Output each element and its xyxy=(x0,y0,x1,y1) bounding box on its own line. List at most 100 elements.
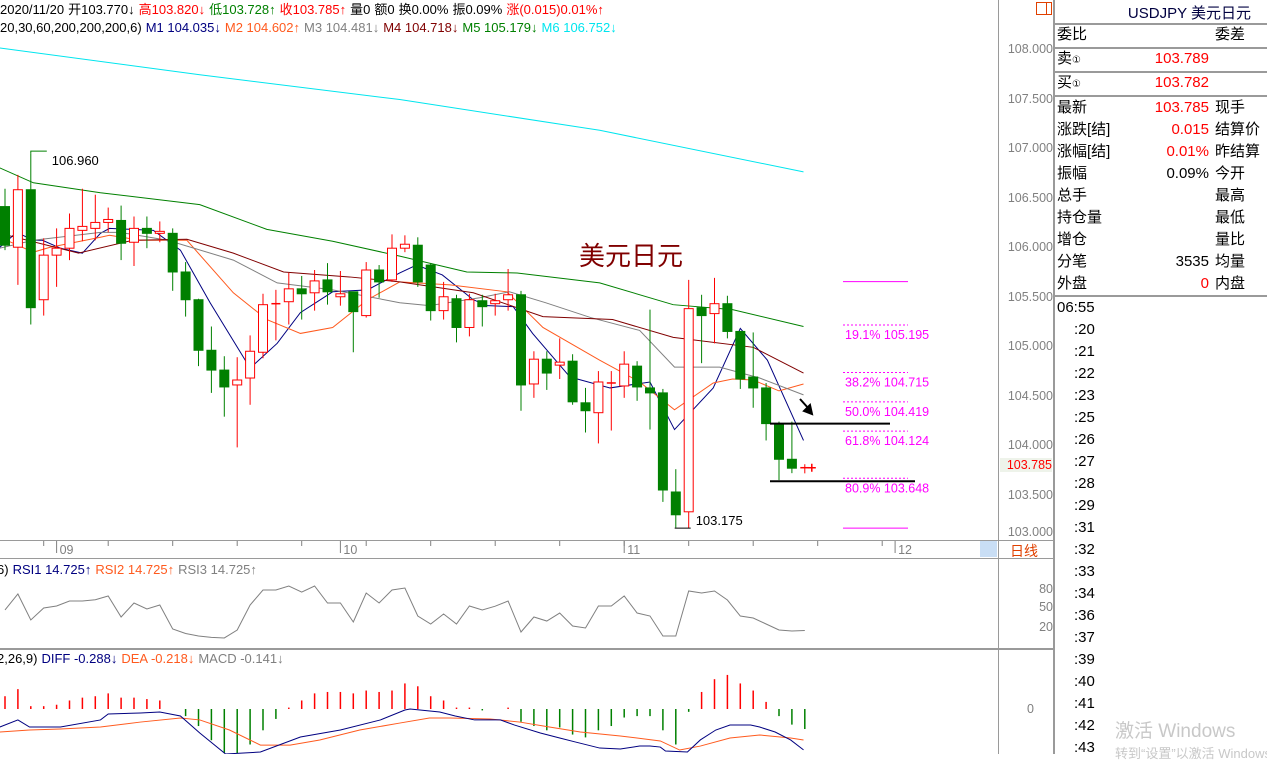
rsi-axis-20: 20 xyxy=(1039,620,1053,634)
candle-body xyxy=(361,269,372,317)
candle-body xyxy=(129,227,139,243)
candle-body xyxy=(645,387,655,394)
label: 振幅 xyxy=(1057,165,1088,182)
candle-body xyxy=(748,376,759,389)
candle xyxy=(528,351,539,398)
buy-price: 103.782 xyxy=(1154,74,1209,91)
candle-body xyxy=(64,227,75,249)
quote-row: 分笔 3535 均量 xyxy=(1055,251,1267,273)
label: 总手 xyxy=(1057,187,1088,204)
candle-body xyxy=(683,308,694,513)
candle-body xyxy=(245,350,256,379)
candle xyxy=(580,387,591,433)
legend-item: 20,30,60,200,200,200,6) xyxy=(0,20,142,35)
candle-body xyxy=(335,293,346,298)
legend-item: DIFF -0.288↓ xyxy=(41,651,118,666)
legend-item: 6) xyxy=(0,562,9,577)
candle-body xyxy=(451,298,462,328)
tick-time: :25 xyxy=(1074,409,1095,426)
legend-item: 额0 xyxy=(374,2,395,17)
candle xyxy=(374,265,385,298)
diff-line xyxy=(0,708,804,754)
candle-body xyxy=(786,458,797,469)
value: 103.785 xyxy=(1154,99,1209,116)
price-panel[interactable]: 106.960 103.175 19.1% 105.195 38.2% 104.715… xyxy=(0,47,929,529)
legend-item: 收103.785↑ xyxy=(279,2,347,17)
candle-body xyxy=(154,230,165,234)
candle-body xyxy=(90,221,101,229)
candle xyxy=(0,188,10,251)
tick-time: :20 xyxy=(1074,321,1095,338)
candle xyxy=(245,335,256,405)
rsi-line xyxy=(4,585,805,639)
candle xyxy=(296,275,307,320)
label: 委差 xyxy=(1215,26,1246,43)
candle-body xyxy=(348,291,359,313)
candle xyxy=(670,469,681,528)
candle-body xyxy=(167,232,178,273)
label: 卖① xyxy=(1057,50,1081,67)
rsi-panel[interactable] xyxy=(4,585,805,639)
divider xyxy=(0,558,1053,559)
period-label[interactable]: 日线 xyxy=(1010,543,1038,559)
label: 增仓 xyxy=(1057,231,1088,248)
price-tick-label: 106.500 xyxy=(1007,190,1053,205)
candle-body xyxy=(774,423,784,460)
label: 昨结算 xyxy=(1215,143,1261,160)
candle-body xyxy=(541,358,552,374)
candle-body xyxy=(25,189,36,309)
candle-body xyxy=(141,227,152,234)
ohlc-summary: 2020/11/20 开103.770↓ 高103.820↓ 低103.728↑ 收10… xyxy=(0,2,608,18)
quote-panel: USDJPY 美元日元 委比 委差 卖① 103.789 买① 103.782 … xyxy=(1055,0,1267,756)
candle-body xyxy=(412,244,423,283)
tick-time: :39 xyxy=(1074,651,1095,668)
candle xyxy=(748,332,759,408)
divider xyxy=(0,648,1053,650)
high-marker-line xyxy=(30,150,47,154)
price-tick-label: 104.000 xyxy=(1007,438,1053,453)
macd-panel[interactable] xyxy=(0,674,806,754)
candle xyxy=(477,294,488,327)
label: 最高 xyxy=(1215,187,1246,204)
candle xyxy=(774,421,784,481)
label: 结算价 xyxy=(1215,121,1261,138)
candle-body xyxy=(670,491,681,516)
arrow-annotation-icon xyxy=(799,398,814,416)
candle-body xyxy=(657,392,668,491)
tick-time: :28 xyxy=(1074,475,1095,492)
ma-line-m5 xyxy=(0,167,804,327)
legend-item: 量0 xyxy=(350,2,371,17)
quote-row: 涨跌[结] 0.015 结算价 xyxy=(1055,119,1267,141)
tick-time: :41 xyxy=(1074,695,1095,712)
tick-time: :22 xyxy=(1074,365,1095,382)
legend-item: 高103.820↓ xyxy=(138,2,206,17)
fib-level-label: 50.0% 104.419 xyxy=(845,405,929,419)
chart-canvas[interactable]: 106.960 103.175 19.1% 105.195 38.2% 104.715… xyxy=(0,0,998,754)
candle xyxy=(116,205,127,261)
layout-toggle-icon[interactable] xyxy=(1036,2,1052,15)
label: 量比 xyxy=(1215,231,1246,248)
candle xyxy=(490,293,501,316)
candle-body xyxy=(180,271,191,301)
candle-body xyxy=(632,365,643,388)
candle xyxy=(619,351,630,398)
candle xyxy=(322,263,333,305)
axis-divider xyxy=(998,0,999,754)
sell-row: 卖① 103.789 xyxy=(1055,48,1267,70)
candle-body xyxy=(399,243,410,249)
candle-body xyxy=(464,299,475,328)
value: 0.01% xyxy=(1166,143,1209,160)
candle-body xyxy=(528,358,539,385)
candle xyxy=(516,290,526,411)
timeline-scroll-handle[interactable] xyxy=(980,541,997,557)
tick-time: :26 xyxy=(1074,431,1095,448)
candle xyxy=(567,354,578,405)
candle-body xyxy=(438,296,449,312)
candle-body xyxy=(503,294,514,301)
candle-body xyxy=(103,218,114,223)
level-1-icon: ① xyxy=(1072,55,1081,66)
candle xyxy=(193,298,204,367)
candle xyxy=(64,213,75,261)
candle-body xyxy=(722,303,733,332)
candle xyxy=(219,356,230,417)
